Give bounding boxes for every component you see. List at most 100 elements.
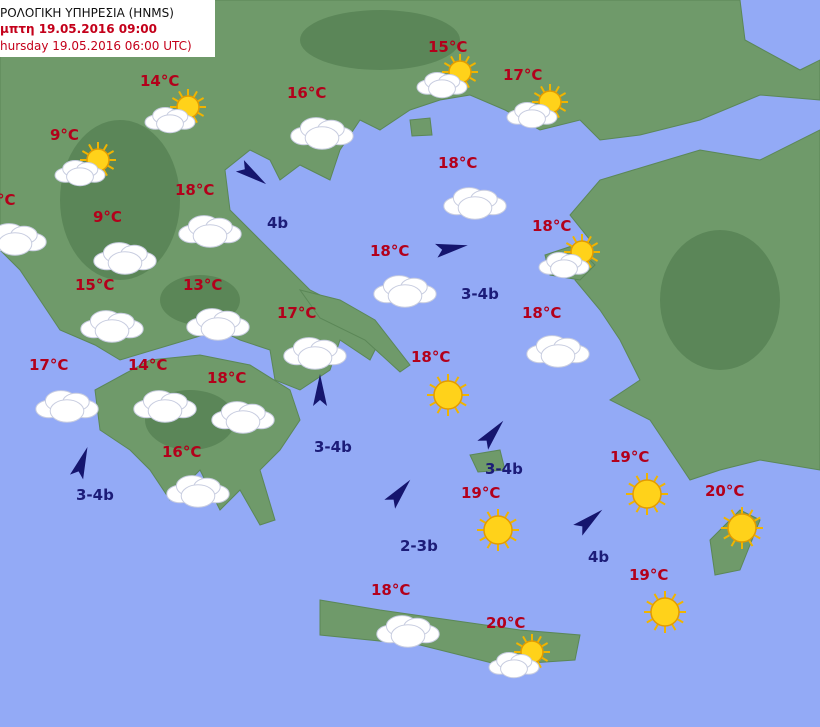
sun-ray bbox=[653, 505, 659, 513]
temperature-label: 18°C bbox=[532, 217, 571, 235]
temperature-label: 18°C bbox=[370, 242, 409, 260]
cloud-icon bbox=[54, 159, 106, 187]
cloud-icon bbox=[506, 101, 558, 129]
cloud-icon bbox=[443, 187, 507, 220]
cloud-puff bbox=[107, 251, 143, 275]
sun-ray bbox=[628, 482, 636, 488]
sun-ray bbox=[107, 164, 115, 170]
sun-ray bbox=[565, 242, 573, 248]
temperature-label: 20°C bbox=[705, 482, 744, 500]
header-local-time: μπτη 19.05.2016 09:00 bbox=[0, 22, 157, 36]
temperature-label: 14°C bbox=[140, 72, 179, 90]
sun-ray bbox=[559, 106, 567, 112]
wind-label: 2-3b bbox=[400, 537, 438, 555]
wind-label: 3-4b bbox=[314, 438, 352, 456]
cloud-puff bbox=[49, 399, 85, 423]
sun-ray bbox=[676, 618, 684, 624]
cloud-icon bbox=[0, 223, 47, 256]
sun-ray bbox=[723, 534, 731, 540]
temperature-label: 17°C bbox=[29, 356, 68, 374]
cloud-puff bbox=[156, 114, 184, 134]
sun-ray bbox=[653, 623, 659, 631]
wind-arrow bbox=[477, 420, 504, 450]
sun-icon bbox=[626, 473, 668, 515]
sun-ray bbox=[671, 593, 677, 601]
sun-ray bbox=[753, 534, 761, 540]
sun-ray bbox=[486, 511, 492, 519]
sun-ray bbox=[748, 509, 754, 517]
cloud-icon bbox=[290, 117, 354, 150]
temperature-label: 9°C bbox=[93, 208, 122, 226]
temperature-label: 15°C bbox=[428, 38, 467, 56]
temperature-label: 18°C bbox=[175, 181, 214, 199]
sun-icon bbox=[427, 374, 469, 416]
sun-ray bbox=[509, 518, 517, 524]
sun-ray bbox=[628, 500, 636, 506]
sun-ray bbox=[81, 150, 89, 156]
cloud-icon bbox=[283, 337, 347, 370]
cloud-puff bbox=[192, 224, 228, 248]
cloud-icon bbox=[186, 308, 250, 341]
cloud-puff bbox=[540, 344, 576, 368]
cloud-icon bbox=[93, 242, 157, 275]
sun-ray bbox=[591, 256, 599, 262]
cloud-puff bbox=[0, 232, 33, 256]
sun-ray bbox=[88, 143, 94, 151]
sun-icon bbox=[721, 507, 763, 549]
sun-ray bbox=[730, 539, 736, 547]
cloud-puff bbox=[387, 284, 423, 308]
wind-label: 3-4b bbox=[461, 285, 499, 303]
cloud-puff bbox=[94, 319, 130, 343]
cloud-puff bbox=[180, 484, 216, 508]
cloud-puff bbox=[428, 79, 456, 99]
cloud-icon bbox=[144, 106, 196, 134]
sun-icon bbox=[477, 509, 519, 551]
sun-ray bbox=[591, 242, 599, 248]
wind-arrow bbox=[235, 160, 267, 185]
cloud-puff bbox=[304, 126, 340, 150]
temperature-label: 17°C bbox=[277, 304, 316, 322]
sun-ray bbox=[748, 539, 754, 547]
cloud-puff bbox=[147, 399, 183, 423]
sun-ray bbox=[572, 235, 578, 243]
sun-ray bbox=[107, 150, 115, 156]
sun-ray bbox=[515, 642, 523, 648]
sun-ray bbox=[586, 235, 592, 243]
sun-ray bbox=[676, 600, 684, 606]
sun-ray bbox=[671, 623, 677, 631]
wind-label: 3-4b bbox=[76, 486, 114, 504]
sun-ray bbox=[429, 383, 437, 389]
sun-ray bbox=[723, 516, 731, 522]
sun-ray bbox=[479, 536, 487, 542]
sun-disc bbox=[632, 479, 662, 509]
temperature-label: 19°C bbox=[461, 484, 500, 502]
temperature-label: °C bbox=[0, 191, 16, 209]
header-agency: ΡΟΛΟΓΙΚΗ ΥΠΗΡΕΣΙΑ (HNMS) bbox=[0, 6, 174, 20]
sun-ray bbox=[554, 111, 560, 119]
sun-ray bbox=[646, 600, 654, 606]
sun-ray bbox=[635, 475, 641, 483]
sun-ray bbox=[459, 401, 467, 407]
sun-ray bbox=[536, 635, 542, 643]
cloud-puff bbox=[390, 624, 426, 648]
sun-ray bbox=[541, 656, 549, 662]
cloud-puff bbox=[518, 109, 546, 129]
temperature-label: 14°C bbox=[128, 356, 167, 374]
sun-disc bbox=[727, 513, 757, 543]
cloud-icon bbox=[178, 215, 242, 248]
sun-ray bbox=[533, 92, 541, 98]
sun-ray bbox=[192, 90, 198, 98]
sun-disc bbox=[433, 380, 463, 410]
cloud-icon bbox=[80, 310, 144, 343]
sun-ray bbox=[504, 511, 510, 519]
sun-ray bbox=[197, 97, 205, 103]
temperature-label: 18°C bbox=[411, 348, 450, 366]
sun-ray bbox=[586, 261, 592, 269]
sun-ray bbox=[192, 116, 198, 124]
sun-ray bbox=[429, 401, 437, 407]
cloud-puff bbox=[225, 410, 261, 434]
temperature-label: 13°C bbox=[183, 276, 222, 294]
sun-ray bbox=[536, 661, 542, 669]
